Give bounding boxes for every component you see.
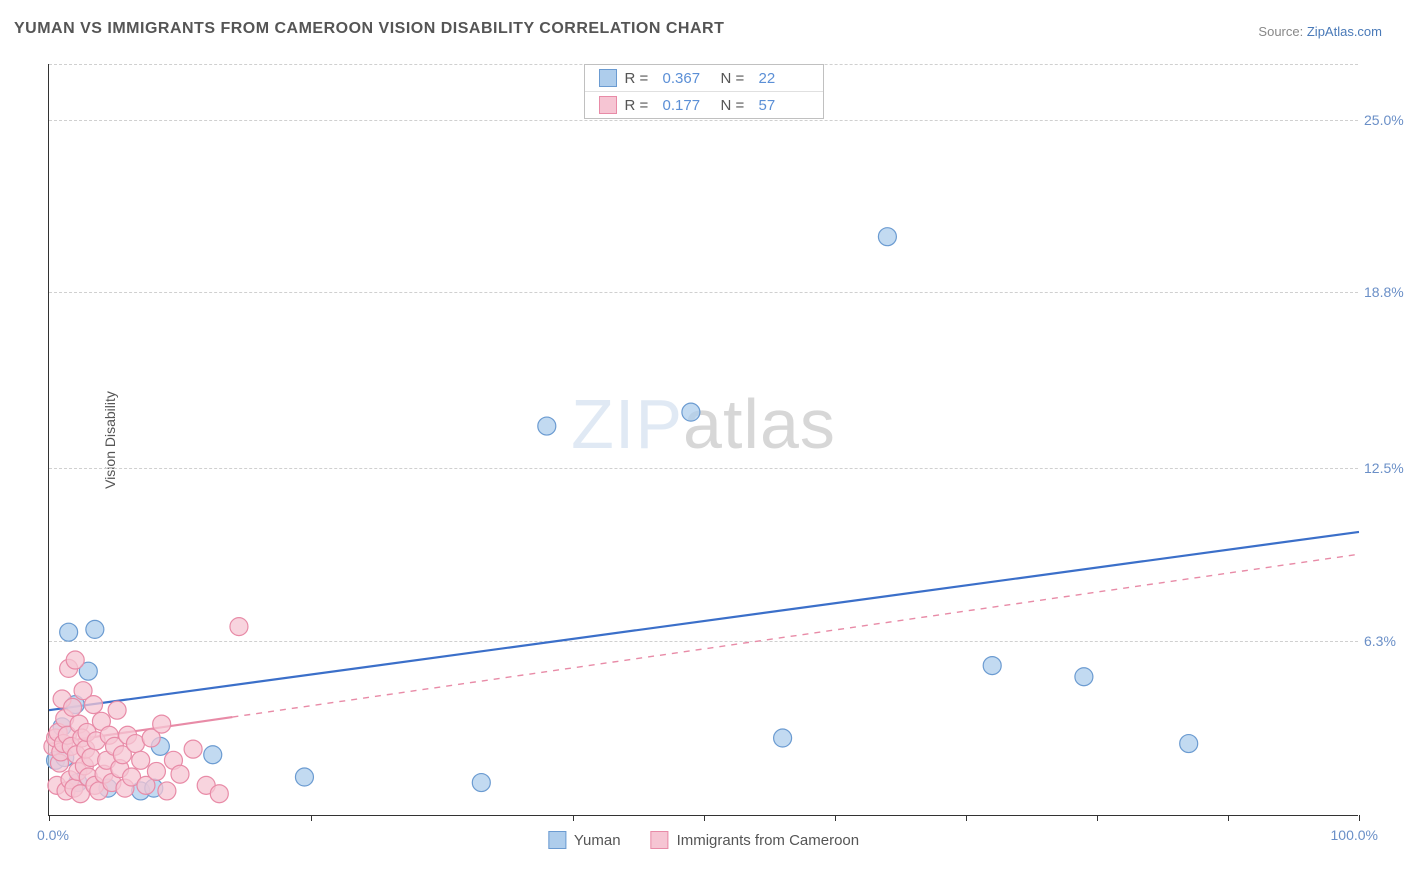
n-value: 57 [759, 97, 809, 114]
scatter-svg [49, 64, 1358, 815]
data-point [682, 403, 700, 421]
data-point [774, 729, 792, 747]
n-label: N = [721, 97, 751, 114]
legend-label: Yuman [574, 832, 621, 849]
y-tick-label: 12.5% [1364, 460, 1406, 476]
r-label: R = [625, 70, 655, 87]
legend-label: Immigrants from Cameroon [677, 832, 860, 849]
data-point [147, 762, 165, 780]
data-point [538, 417, 556, 435]
legend-swatch [599, 96, 617, 114]
x-tick-mark [704, 815, 705, 821]
trendline-dashed [232, 554, 1359, 717]
y-tick-label: 25.0% [1364, 112, 1406, 128]
x-tick-mark [311, 815, 312, 821]
x-axis-max-label: 100.0% [1331, 827, 1378, 843]
y-tick-label: 18.8% [1364, 284, 1406, 300]
data-point [295, 768, 313, 786]
x-tick-mark [1228, 815, 1229, 821]
data-point [108, 701, 126, 719]
legend-swatch [651, 831, 669, 849]
legend-row: R = 0.177 N = 57 [585, 91, 823, 118]
legend-row: R = 0.367 N = 22 [585, 65, 823, 91]
data-point [1180, 735, 1198, 753]
r-label: R = [625, 97, 655, 114]
data-point [64, 698, 82, 716]
data-point [60, 623, 78, 641]
x-axis-min-label: 0.0% [37, 827, 69, 843]
data-point [983, 657, 1001, 675]
r-value: 0.177 [663, 97, 713, 114]
data-point [171, 765, 189, 783]
plot-area: Vision Disability ZIPatlas 6.3%12.5%18.8… [48, 64, 1358, 816]
data-point [82, 749, 100, 767]
data-point [472, 774, 490, 792]
x-tick-mark [49, 815, 50, 821]
legend-swatch [548, 831, 566, 849]
y-tick-label: 6.3% [1364, 633, 1406, 649]
data-point [86, 620, 104, 638]
source-attribution: Source: ZipAtlas.com [1258, 24, 1382, 39]
source-value: ZipAtlas.com [1307, 24, 1382, 39]
data-point [153, 715, 171, 733]
legend-item: Yuman [548, 831, 621, 849]
series-legend: Yuman Immigrants from Cameroon [548, 831, 859, 849]
r-value: 0.367 [663, 70, 713, 87]
n-label: N = [721, 70, 751, 87]
x-tick-mark [835, 815, 836, 821]
data-point [85, 696, 103, 714]
data-point [66, 651, 84, 669]
data-point [204, 746, 222, 764]
source-label: Source: [1258, 24, 1303, 39]
correlation-legend: R = 0.367 N = 22 R = 0.177 N = 57 [584, 64, 824, 119]
data-point [184, 740, 202, 758]
legend-item: Immigrants from Cameroon [651, 831, 860, 849]
data-point [210, 785, 228, 803]
data-point [878, 228, 896, 246]
legend-swatch [599, 69, 617, 87]
data-point [132, 751, 150, 769]
data-point [230, 618, 248, 636]
data-point [1075, 668, 1093, 686]
x-tick-mark [573, 815, 574, 821]
n-value: 22 [759, 70, 809, 87]
x-tick-mark [1097, 815, 1098, 821]
chart-title: YUMAN VS IMMIGRANTS FROM CAMEROON VISION… [14, 20, 724, 38]
x-tick-mark [1359, 815, 1360, 821]
x-tick-mark [966, 815, 967, 821]
data-point [158, 782, 176, 800]
